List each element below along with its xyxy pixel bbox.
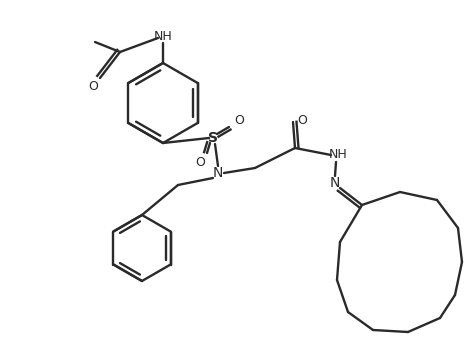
Text: NH: NH	[154, 30, 172, 42]
Text: O: O	[234, 113, 244, 127]
Text: N: N	[330, 176, 340, 190]
Text: O: O	[195, 157, 205, 169]
Text: O: O	[297, 113, 307, 127]
Text: NH: NH	[329, 149, 347, 161]
Text: N: N	[213, 166, 223, 180]
Text: S: S	[208, 131, 218, 145]
Text: O: O	[88, 79, 98, 93]
